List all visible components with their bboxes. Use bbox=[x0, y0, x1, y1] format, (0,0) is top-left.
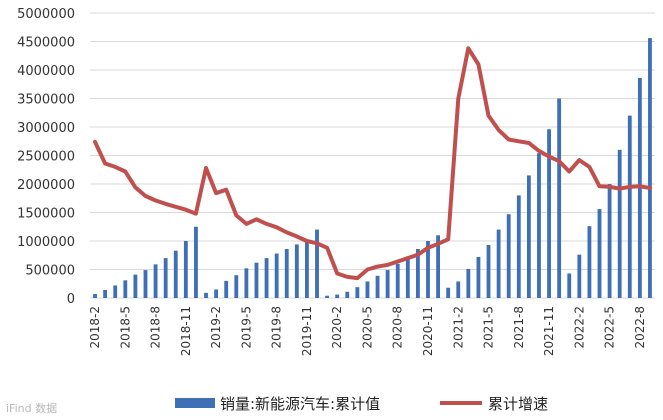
bar bbox=[436, 235, 440, 298]
x-tick-label: 2018-8 bbox=[149, 306, 163, 349]
bar bbox=[607, 184, 612, 298]
x-tick-label: 2021-5 bbox=[482, 306, 496, 349]
bar bbox=[526, 175, 531, 298]
bar bbox=[355, 287, 360, 298]
bar bbox=[153, 264, 158, 298]
bar bbox=[335, 294, 340, 298]
bar bbox=[466, 268, 471, 298]
y-tick-label: 500000 bbox=[25, 264, 75, 279]
bar bbox=[244, 268, 249, 298]
bar bbox=[506, 214, 511, 298]
legend-label-bar: 销量:新能源汽车:累计值 bbox=[220, 395, 380, 413]
bar bbox=[537, 153, 541, 298]
bar bbox=[264, 258, 269, 298]
y-tick-label: 1500000 bbox=[17, 207, 75, 222]
bar bbox=[577, 254, 582, 298]
y-tick-label: 0 bbox=[67, 292, 75, 307]
watermark-text: iFind 数据 bbox=[6, 401, 57, 415]
line-series-cumulative-growth bbox=[93, 46, 652, 281]
x-tick-label: 2021-11 bbox=[542, 306, 556, 356]
bar bbox=[395, 263, 400, 298]
y-axis-tick-labels: 0 500000 1000000 1500000 2000000 2500000 30000… bbox=[17, 7, 75, 307]
x-tick-label: 2020-5 bbox=[360, 306, 374, 349]
x-tick-label: 2022-2 bbox=[572, 306, 586, 349]
legend-label-line: 累计增速 bbox=[488, 395, 548, 413]
bar bbox=[163, 258, 168, 298]
y-tick-label: 3500000 bbox=[17, 93, 75, 108]
bar bbox=[315, 229, 319, 298]
bar bbox=[194, 226, 198, 298]
bar bbox=[617, 149, 622, 298]
bar bbox=[567, 273, 572, 298]
bar bbox=[547, 129, 551, 298]
y-tick-label: 4500000 bbox=[17, 36, 75, 51]
bar bbox=[597, 209, 602, 298]
bar bbox=[254, 262, 259, 298]
y-tick-label: 2000000 bbox=[17, 178, 75, 193]
x-tick-label: 2019-8 bbox=[270, 306, 284, 349]
bar bbox=[496, 229, 501, 298]
bar bbox=[284, 248, 289, 298]
x-tick-label: 2018-2 bbox=[88, 306, 102, 349]
bar bbox=[375, 275, 380, 298]
x-tick-label: 2018-5 bbox=[118, 306, 132, 349]
growth-line bbox=[93, 46, 652, 281]
bar bbox=[476, 256, 481, 298]
bar bbox=[103, 290, 108, 298]
x-tick-label: 2021-8 bbox=[512, 306, 526, 349]
bar bbox=[648, 38, 652, 299]
legend-swatch-bar bbox=[175, 398, 215, 408]
bar bbox=[385, 270, 390, 298]
y-tick-label: 5000000 bbox=[17, 7, 75, 22]
bar bbox=[143, 270, 148, 298]
bar bbox=[133, 274, 138, 298]
y-tick-label: 4000000 bbox=[17, 64, 75, 79]
x-tick-label: 2022-8 bbox=[633, 306, 647, 349]
x-tick-label: 2019-11 bbox=[300, 306, 314, 356]
bar bbox=[204, 292, 208, 298]
x-tick-label: 2020-11 bbox=[421, 306, 435, 356]
bar bbox=[486, 244, 491, 298]
bar bbox=[234, 275, 239, 298]
bar bbox=[587, 226, 592, 298]
bar bbox=[446, 287, 451, 298]
bar bbox=[516, 195, 521, 298]
bar bbox=[183, 241, 188, 298]
bar bbox=[113, 285, 118, 298]
bar bbox=[627, 115, 632, 298]
x-tick-label: 2018-11 bbox=[179, 306, 193, 356]
bar bbox=[415, 248, 420, 298]
x-tick-label: 2022-5 bbox=[603, 306, 617, 349]
x-tick-label: 2021-2 bbox=[451, 306, 465, 349]
y-tick-label: 3000000 bbox=[17, 121, 75, 136]
bar bbox=[405, 256, 410, 298]
bar bbox=[365, 281, 370, 298]
bar bbox=[93, 294, 97, 298]
bar bbox=[426, 241, 430, 298]
bar bbox=[325, 295, 330, 298]
x-tick-label: 2019-5 bbox=[239, 306, 253, 349]
bar bbox=[345, 291, 350, 298]
bar bbox=[173, 250, 178, 298]
x-tick-label: 2020-8 bbox=[391, 306, 405, 349]
bar bbox=[557, 98, 562, 298]
legend: 销量:新能源汽车:累计值 累计增速 bbox=[175, 395, 548, 413]
y-tick-label: 1000000 bbox=[17, 235, 75, 250]
bar bbox=[274, 253, 279, 298]
bar bbox=[305, 241, 309, 298]
bar-series-cumulative-sales bbox=[93, 38, 652, 299]
x-tick-label: 2019-2 bbox=[209, 306, 223, 349]
x-axis-tick-labels: 2018-2 2018-5 2018-8 2018-11 2019-2 2019-5 201… bbox=[88, 306, 647, 356]
bar bbox=[224, 280, 229, 298]
bar bbox=[294, 244, 299, 298]
bar bbox=[456, 281, 461, 298]
x-tick-label: 2020-2 bbox=[330, 306, 344, 349]
bar bbox=[214, 289, 219, 298]
bar bbox=[123, 280, 128, 298]
y-tick-label: 2500000 bbox=[17, 150, 75, 165]
